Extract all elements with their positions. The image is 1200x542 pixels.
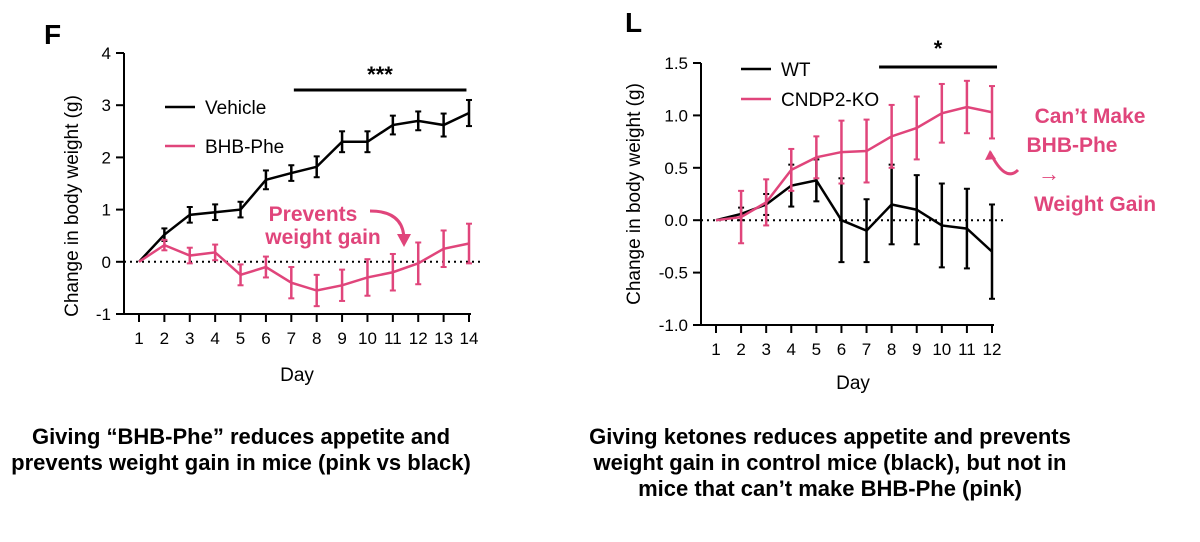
caption-left: Giving “BHB-Phe” reduces appetite and pr…	[11, 424, 471, 475]
y-axis-label-f: Change in body weight (g)	[62, 95, 83, 317]
x-tick-label-l: 8	[887, 340, 896, 359]
series-line-wt	[715, 178, 993, 253]
x-tick-label-l: 11	[958, 340, 976, 359]
y-tick-label-l: 0.5	[664, 159, 688, 178]
annotation-curve-l	[988, 151, 1020, 176]
x-tick-label-l: 2	[736, 340, 745, 359]
x-tick-label-f: 10	[358, 329, 377, 348]
y-tick-label-l: 1.5	[664, 54, 688, 73]
significance-label-f: ***	[367, 62, 393, 87]
series-line-vehicle	[138, 111, 470, 263]
x-tick-label-f: 11	[384, 329, 402, 348]
x-tick-label-l: 5	[812, 340, 821, 359]
x-tick-label-f: 14	[460, 329, 479, 348]
panel-l: L Change in body weight (g) Day * Can’t …	[624, 7, 1156, 394]
x-tick-label-f: 5	[236, 329, 245, 348]
x-tick-label-f: 6	[261, 329, 270, 348]
panel-f: F Change in body weight (g) Day *** Prev…	[44, 19, 481, 386]
panel-letter-f: F	[44, 19, 61, 50]
caption-right: Giving ketones reduces appetite and prev…	[589, 424, 1071, 501]
annotation-l-line3: Weight Gain	[1034, 193, 1156, 216]
legend-label-cndp2-ko: CNDP2-KO	[781, 90, 879, 111]
x-tick-label-f: 7	[287, 329, 296, 348]
y-tick-label-l: -1.0	[659, 316, 688, 335]
y-tick-label-f: 4	[102, 44, 111, 63]
series-line-bhb-phe	[138, 242, 470, 292]
x-tick-label-l: 3	[761, 340, 770, 359]
x-tick-label-f: 8	[312, 329, 321, 348]
x-tick-label-f: 2	[160, 329, 169, 348]
x-tick-label-l: 10	[932, 340, 951, 359]
x-tick-label-l: 6	[837, 340, 846, 359]
series-line-cndp2-ko	[715, 105, 993, 222]
x-tick-label-f: 1	[134, 329, 143, 348]
legend-label-bhb-phe: BHB-Phe	[205, 137, 284, 158]
y-tick-label-f: 3	[102, 96, 111, 115]
x-tick-label-f: 3	[185, 329, 194, 348]
x-tick-label-f: 4	[210, 329, 219, 348]
legend-label-vehicle: Vehicle	[205, 98, 266, 119]
y-tick-label-f: 0	[102, 253, 111, 272]
x-tick-label-f: 13	[434, 329, 453, 348]
panel-letter-l: L	[625, 7, 642, 38]
y-tick-label-l: -0.5	[659, 264, 688, 283]
x-tick-label-l: 4	[787, 340, 796, 359]
annotation-arrowhead-f	[397, 234, 411, 247]
x-tick-label-l: 9	[912, 340, 921, 359]
x-tick-label-f: 12	[409, 329, 428, 348]
annotation-l-line2: BHB-Phe	[1026, 134, 1117, 157]
y-tick-label-l: 1.0	[664, 106, 688, 125]
x-tick-label-f: 9	[337, 329, 346, 348]
x-tick-label-l: 7	[862, 340, 871, 359]
annotation-l-arrow: →	[1038, 161, 1060, 186]
y-tick-label-l: 0.0	[664, 211, 688, 230]
x-axis-label-l: Day	[836, 373, 870, 394]
significance-label-l: *	[934, 36, 943, 61]
annotation-f-line2: weight gain	[264, 226, 381, 249]
annotation-curve-head-l	[985, 150, 996, 160]
x-axis-label-f: Day	[280, 365, 314, 386]
annotation-f-line1: Prevents	[269, 203, 358, 226]
x-tick-label-l: 1	[711, 340, 720, 359]
x-tick-label-l: 12	[983, 340, 1002, 359]
annotation-l-line1: Can’t Make	[1035, 105, 1146, 128]
y-tick-label-f: 1	[102, 201, 111, 220]
legend-label-wt: WT	[781, 60, 811, 81]
y-tick-label-f: -1	[96, 305, 111, 324]
y-axis-label-l: Change in body weight (g)	[624, 83, 645, 305]
y-tick-label-f: 2	[102, 148, 111, 167]
